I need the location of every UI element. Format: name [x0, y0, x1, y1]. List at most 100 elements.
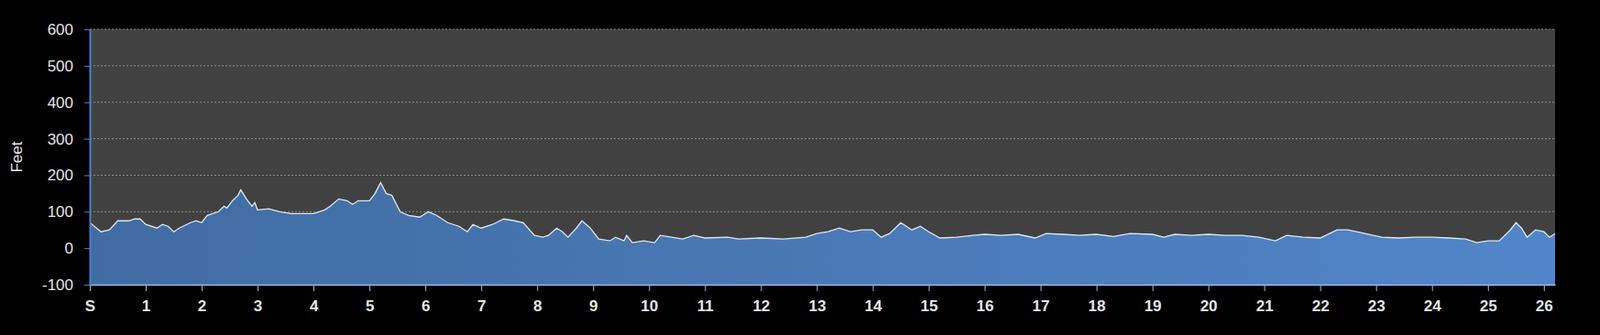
x-tick: 23	[1368, 284, 1386, 316]
x-tick-label: 21	[1256, 297, 1274, 316]
x-tick: 11	[697, 284, 714, 316]
x-tick-label: 26	[1535, 297, 1554, 316]
y-tick-label: 600	[47, 21, 74, 39]
x-tick: 18	[1088, 284, 1107, 316]
x-tick: 16	[976, 284, 995, 316]
x-tick-label: 8	[533, 297, 542, 316]
x-tick-mark	[872, 284, 874, 292]
x-tick-label: 3	[253, 297, 263, 316]
x-tick-label: 2	[197, 297, 207, 316]
y-axis-title: Feet	[8, 141, 26, 173]
x-tick-mark	[481, 284, 483, 292]
y-tick-mark	[84, 102, 90, 104]
y-tick: 500	[47, 57, 90, 76]
x-tick-label: 24	[1424, 297, 1442, 316]
y-tick-mark	[84, 139, 90, 141]
x-tick-label: 12	[752, 297, 770, 316]
plot: S123456789101112131415161718192021222324…	[42, 21, 1557, 316]
x-tick-mark	[1432, 284, 1434, 292]
chart: S123456789101112131415161718192021222324…	[0, 0, 1600, 335]
x-tick-label: 19	[1144, 297, 1162, 316]
y-tick-mark	[84, 248, 90, 250]
x-tick: 21	[1256, 284, 1274, 316]
y-tick-label: 200	[47, 166, 74, 185]
y-tick: 600	[47, 21, 90, 39]
y-tick: 300	[47, 131, 90, 149]
grid	[89, 29, 1556, 285]
y-tick-label: 100	[47, 203, 74, 221]
x-tick: 19	[1144, 284, 1162, 316]
x-tick-label: 17	[1032, 297, 1051, 316]
y-tick-label: 300	[47, 131, 74, 149]
x-tick: 25	[1479, 284, 1498, 316]
x-tick-mark	[1320, 284, 1322, 292]
x-tick: 8	[533, 284, 542, 316]
x-tick-label: 23	[1368, 297, 1386, 316]
x-tick: 12	[752, 284, 770, 316]
x-tick-mark	[89, 284, 91, 292]
y-tick-label: 0	[65, 240, 74, 258]
x-tick-mark	[1208, 284, 1210, 292]
y-tick: 100	[47, 203, 90, 221]
x-tick-mark	[536, 284, 538, 292]
x-tick-mark	[928, 284, 930, 292]
x-tick-mark	[648, 284, 650, 292]
y-axis: -100 0 100 200 300 400 500 600	[42, 21, 91, 295]
x-tick-label: 16	[976, 297, 995, 316]
x-tick-mark	[1488, 284, 1490, 292]
x-tick: S	[85, 284, 96, 316]
x-tick-label: 10	[640, 297, 658, 316]
y-tick-mark	[84, 211, 90, 213]
x-tick-mark	[704, 284, 706, 292]
x-tick-mark	[257, 284, 259, 292]
y-tick: 200	[47, 166, 90, 185]
x-tick: 2	[197, 284, 207, 316]
y-axis-line	[89, 30, 92, 286]
y-tick-label: 400	[47, 94, 74, 112]
x-tick-label: 7	[477, 297, 486, 316]
x-tick-label: 4	[309, 297, 319, 316]
x-tick: 14	[864, 284, 882, 316]
x-tick-mark	[201, 284, 203, 292]
x-tick-label: 9	[589, 297, 598, 316]
x-tick-label: 5	[365, 297, 374, 316]
grid-line	[89, 175, 1556, 176]
x-axis: S123456789101112131415161718192021222324…	[85, 284, 1557, 316]
x-tick: 22	[1312, 284, 1330, 316]
grid-line	[89, 211, 1556, 213]
x-axis-line	[90, 284, 1557, 287]
x-tick-label: 15	[920, 297, 938, 316]
x-tick-mark	[145, 284, 147, 292]
plot-background	[89, 29, 1556, 285]
x-tick: 6	[421, 284, 430, 316]
x-tick-mark	[1096, 284, 1098, 292]
x-tick-mark	[592, 284, 594, 292]
y-tick-mark	[84, 175, 90, 176]
y-tick: 400	[47, 94, 90, 112]
x-tick-label: 18	[1088, 297, 1107, 316]
x-tick-mark	[984, 284, 986, 292]
x-tick-mark	[425, 284, 427, 292]
x-tick: 9	[589, 284, 598, 316]
x-tick: 4	[309, 284, 319, 316]
x-tick: 26	[1535, 284, 1554, 316]
x-tick: 24	[1424, 284, 1442, 316]
x-tick-mark	[1376, 284, 1378, 292]
elevation-area	[89, 182, 1556, 285]
x-tick-mark	[1544, 284, 1546, 292]
y-tick-mark	[84, 29, 90, 31]
x-tick-label: 1	[142, 297, 151, 316]
grid-line	[89, 101, 1556, 103]
y-tick-mark	[84, 284, 90, 286]
x-tick-label: 6	[421, 297, 430, 316]
x-tick-mark	[1264, 284, 1266, 292]
x-tick-mark	[1152, 284, 1154, 292]
x-tick-mark	[760, 284, 762, 292]
y-tick-label: 500	[47, 57, 74, 76]
y-tick: -100	[42, 276, 90, 295]
x-tick-label: 25	[1479, 297, 1498, 316]
x-tick-mark	[369, 284, 371, 292]
x-tick: 7	[477, 284, 486, 316]
x-tick: 1	[142, 284, 151, 316]
x-tick: 15	[920, 284, 938, 316]
